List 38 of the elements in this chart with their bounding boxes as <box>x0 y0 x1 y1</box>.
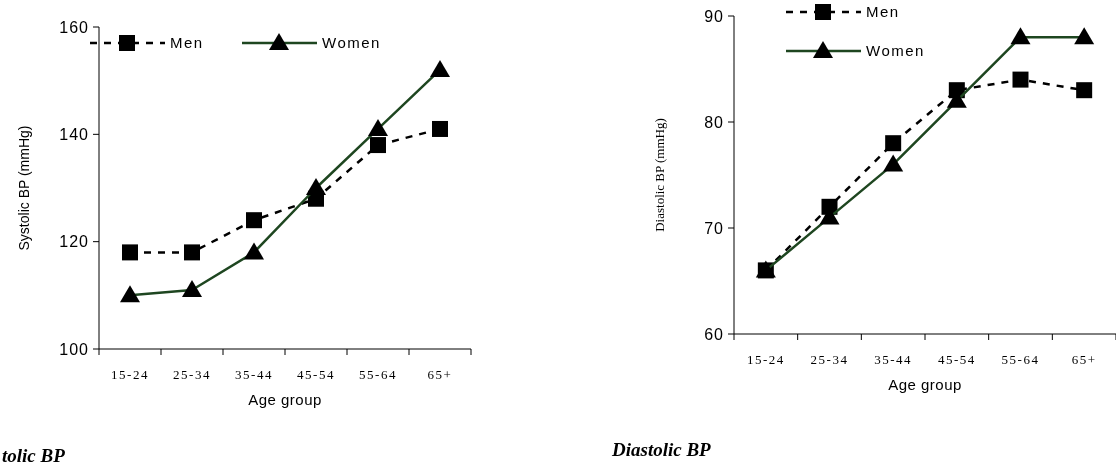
point <box>1076 82 1093 99</box>
x-tick-label: 45-54 <box>937 352 976 367</box>
legend-label: Women <box>322 34 381 52</box>
x-tick-label: 15-24 <box>746 352 785 367</box>
legend-label: Men <box>170 34 204 52</box>
x-tick-label: 65+ <box>1071 352 1097 367</box>
y-tick-label: 140 <box>59 125 89 143</box>
y-tick-label: 70 <box>704 219 724 237</box>
x-tick-label: 65+ <box>427 367 453 382</box>
x-tick-label: 15-24 <box>111 367 149 382</box>
point <box>1012 71 1029 88</box>
point <box>184 244 200 261</box>
x-tick-label: 55-64 <box>1001 352 1040 367</box>
x-tick-label: 35-44 <box>874 352 913 367</box>
y-tick-label: 160 <box>59 18 89 36</box>
x-tick-label: 35-44 <box>235 367 273 382</box>
x-axis-title: Age group <box>248 391 322 408</box>
point <box>122 244 138 261</box>
legend-label: Men <box>866 3 900 21</box>
y-tick-label: 100 <box>59 340 89 358</box>
y-tick-label: 60 <box>704 325 724 343</box>
legend-label: Women <box>866 42 925 60</box>
x-axis-title: Age group <box>888 376 962 393</box>
text: tolic BP <box>2 445 66 466</box>
point <box>370 137 386 154</box>
point <box>885 135 902 152</box>
y-tick-label: 90 <box>704 7 724 25</box>
x-tick-label: 25-34 <box>810 352 849 367</box>
point <box>246 212 262 229</box>
x-tick-label: 55-64 <box>359 367 397 382</box>
y-axis-title: Diastolic BP (mmHg) <box>652 118 667 232</box>
text: Diastolic BP <box>611 439 712 460</box>
y-tick-label: 120 <box>59 233 89 251</box>
x-tick-label: 45-54 <box>297 367 335 382</box>
y-axis-title: Systolic BP (mmHg) <box>16 125 32 251</box>
y-tick-label: 80 <box>704 113 724 131</box>
point <box>432 120 448 137</box>
x-tick-label: 25-34 <box>173 367 211 382</box>
